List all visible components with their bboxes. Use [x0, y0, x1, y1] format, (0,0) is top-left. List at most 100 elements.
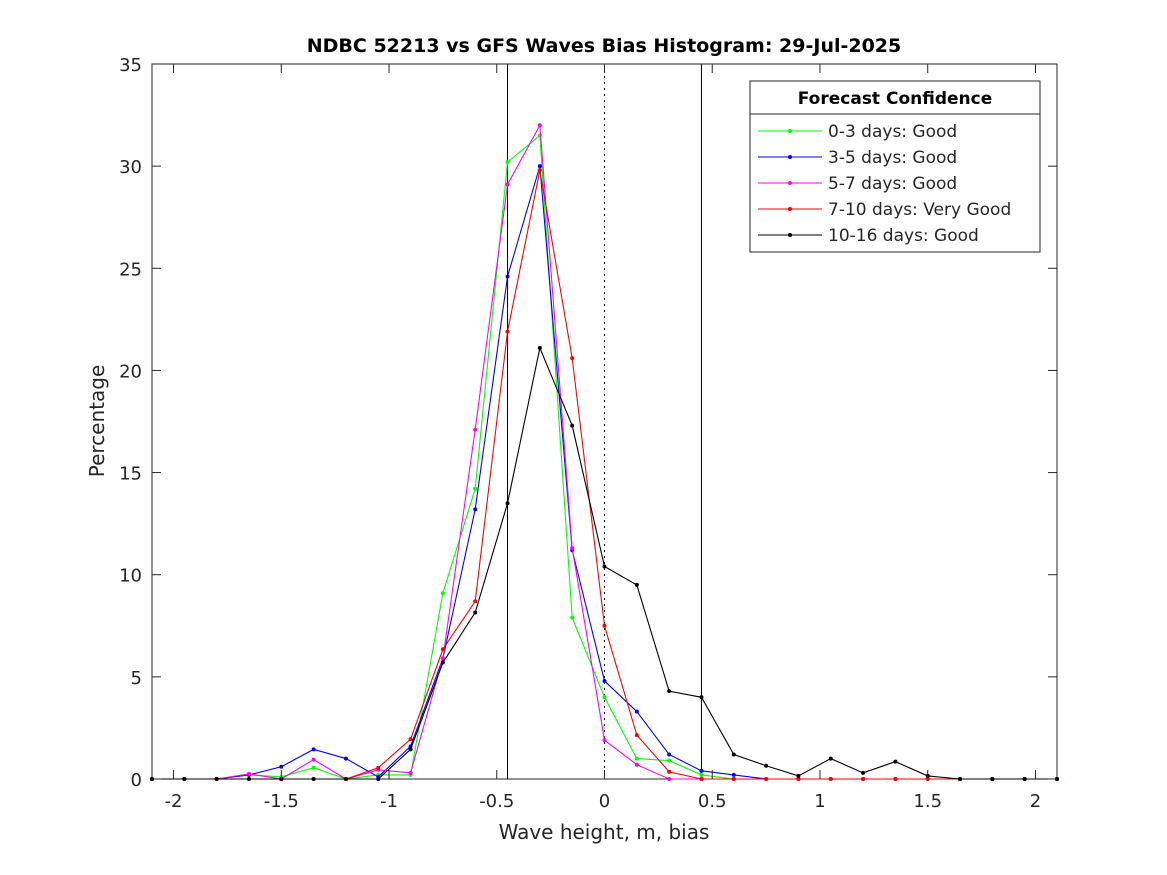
series-5 [150, 345, 1059, 781]
data-point [408, 770, 413, 775]
data-point [634, 762, 639, 767]
data-point [731, 777, 736, 781]
chart-title: NDBC 52213 vs GFS Waves Bias Histogram: … [307, 35, 902, 57]
data-point [279, 764, 284, 769]
x-tick-label: 1 [814, 791, 825, 812]
legend-swatch-marker [788, 129, 792, 133]
data-point [699, 772, 704, 777]
data-point [473, 610, 478, 615]
data-point [796, 777, 801, 781]
data-point [796, 773, 801, 778]
data-point [311, 757, 316, 762]
data-point [699, 777, 704, 781]
y-tick-label: 25 [119, 259, 142, 280]
data-point [440, 660, 445, 665]
legend-box [749, 80, 1041, 253]
data-point [828, 777, 833, 781]
data-point [602, 695, 607, 700]
legend-swatch-marker [788, 233, 792, 237]
data-point [667, 777, 672, 781]
x-tick-label: -0.5 [479, 791, 514, 812]
data-point [667, 758, 672, 763]
data-point [958, 777, 963, 781]
data-point [602, 678, 607, 683]
data-point [473, 599, 478, 604]
x-tick-label: 2 [1030, 791, 1041, 812]
data-point [440, 647, 445, 652]
legend-entry-label: 0-3 days: Good [828, 122, 957, 142]
data-point [537, 164, 542, 169]
data-point [537, 123, 542, 128]
data-point [473, 427, 478, 432]
data-point [505, 329, 510, 334]
data-point [602, 738, 607, 743]
legend-title: Forecast Confidence [798, 89, 993, 109]
data-point [343, 777, 348, 781]
data-point [667, 752, 672, 757]
data-point [634, 733, 639, 738]
legend: Forecast Confidence 0-3 days: Good 3-5 da… [749, 80, 1041, 253]
y-axis-ticks: 0 5 10 15 20 25 30 35 [119, 55, 1057, 791]
data-point [505, 182, 510, 187]
data-point [731, 752, 736, 757]
data-point [570, 356, 575, 361]
x-tick-label: -1 [380, 791, 398, 812]
data-point [343, 756, 348, 761]
legend-entry-label: 7-10 days: Very Good [828, 200, 1011, 220]
series-lines [150, 123, 1059, 781]
data-point [634, 756, 639, 761]
data-point [440, 591, 445, 596]
data-point [473, 507, 478, 512]
data-point [764, 777, 769, 781]
data-point [537, 168, 542, 173]
y-tick-label: 5 [131, 668, 142, 689]
data-point [311, 777, 316, 781]
data-point [1022, 777, 1027, 781]
legend-swatch-marker [788, 181, 792, 185]
data-point [311, 747, 316, 752]
data-point [634, 709, 639, 714]
data-point [505, 501, 510, 506]
x-axis-label: Wave height, m, bias [499, 820, 710, 844]
data-point [570, 615, 575, 620]
data-point [408, 747, 413, 752]
data-point [602, 564, 607, 569]
legend-entry-label: 5-7 days: Good [828, 174, 957, 194]
data-point [764, 763, 769, 768]
legend-entry-label: 3-5 days: Good [828, 148, 957, 168]
y-axis-label: Percentage [85, 365, 109, 478]
data-point [731, 772, 736, 777]
data-point [893, 759, 898, 764]
legend-entry-label: 10-16 days: Good [828, 226, 979, 246]
y-tick-label: 30 [119, 157, 142, 178]
data-point [893, 777, 898, 781]
x-tick-label: 1.5 [913, 791, 942, 812]
data-point [699, 768, 704, 773]
data-point [667, 689, 672, 694]
x-tick-label: -2 [165, 791, 183, 812]
data-point [246, 777, 251, 781]
y-tick-label: 10 [119, 566, 142, 587]
data-point [667, 769, 672, 774]
y-tick-label: 35 [119, 55, 142, 76]
data-point [311, 765, 316, 770]
x-tick-label: -1.5 [264, 791, 299, 812]
data-point [440, 656, 445, 661]
legend-items: 0-3 days: Good 3-5 days: Good 5-7 days: Go… [758, 122, 1011, 246]
data-point [634, 582, 639, 587]
data-point [828, 756, 833, 761]
data-point [376, 777, 381, 781]
x-axis-ticks: -2 -1.5 -1 -0.5 0 0.5 1 1.5 2 [165, 64, 1041, 812]
data-point [408, 737, 413, 742]
x-tick-label: 0.5 [698, 791, 727, 812]
data-point [570, 546, 575, 551]
legend-swatch-marker [788, 207, 792, 211]
y-tick-label: 15 [119, 464, 142, 485]
data-point [473, 486, 478, 491]
data-point [570, 423, 575, 428]
data-point [861, 770, 866, 775]
data-point [505, 160, 510, 165]
y-tick-label: 20 [119, 361, 142, 382]
data-point [182, 777, 187, 781]
data-point [537, 345, 542, 350]
